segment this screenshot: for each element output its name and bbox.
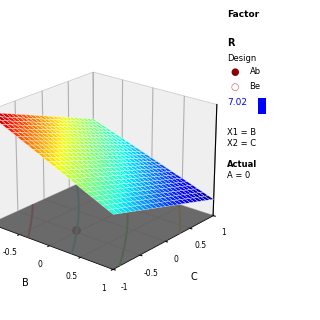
Y-axis label: C: C	[191, 272, 197, 282]
Text: Be: Be	[250, 82, 261, 91]
Text: 7.02: 7.02	[227, 98, 247, 107]
Text: X2 = C: X2 = C	[227, 139, 256, 148]
Text: R: R	[227, 38, 235, 48]
Text: ●: ●	[230, 67, 239, 77]
Text: ○: ○	[230, 82, 239, 92]
Text: Ab: Ab	[250, 67, 261, 76]
Text: Actual: Actual	[227, 160, 258, 169]
X-axis label: B: B	[21, 278, 28, 288]
Text: Factor: Factor	[227, 10, 259, 19]
Text: X1 = B: X1 = B	[227, 128, 256, 137]
Text: Design: Design	[227, 54, 256, 63]
Text: A = 0: A = 0	[227, 171, 251, 180]
